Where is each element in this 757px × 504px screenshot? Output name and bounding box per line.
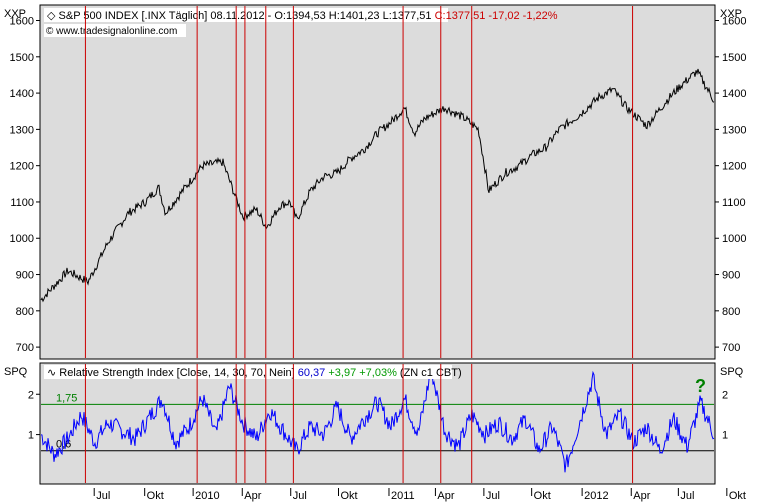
time-tick-label: Okt (147, 490, 164, 502)
price-header-box (44, 8, 448, 22)
price-panel: XXP XXP 700 700 800 800 900 900 1000 1000 1100 11… (4, 4, 747, 360)
rsi-header-symbol: (ZN c1 CBT) (400, 367, 462, 379)
price-tick-label-right: 800 (722, 306, 740, 318)
vertical-markers (84, 6, 634, 483)
time-tick-label: Jul (680, 490, 694, 502)
time-tick-label: Okt (534, 490, 551, 502)
price-tick-label-left: 800 (16, 306, 34, 318)
time-tick-label: Apr (244, 490, 261, 502)
price-tick-label-left: 700 (16, 342, 34, 354)
time-tick-label: Okt (729, 490, 746, 502)
price-tick-label-left: 1200 (10, 161, 34, 173)
time-axis: Jul Okt 2010 Apr Jul Okt 2011 Apr Jul Okt 2012 Apr J… (93, 488, 746, 502)
price-tick-label-left: 1000 (10, 233, 34, 245)
time-tick-label: Jul (293, 490, 307, 502)
price-tick-label-left: 1600 (10, 16, 34, 28)
time-tick-label: 2011 (391, 490, 415, 502)
rsi-header-box (44, 365, 452, 379)
time-tick-label: Jul (486, 490, 500, 502)
rsi-header-value: 60,37 (298, 367, 329, 379)
rsi-axis-ticks: 1 1 2 2 (28, 389, 728, 441)
rsi-tick-label-right: 2 (722, 389, 728, 401)
price-header-close: C:1377,51 -17,02 -1,22% (435, 10, 558, 22)
price-tick-label-left: 1300 (10, 124, 34, 136)
rsi-tick-label-right: 1 (722, 430, 728, 442)
price-tick-label-right: 1300 (722, 124, 746, 136)
price-series-line (40, 68, 715, 303)
question-mark-annotation: ? (695, 376, 706, 396)
rsi-panel: SPQ SPQ 1 12 2 1,75 0,6 ∿ Relative Strengt… (4, 362, 744, 485)
price-header: ◇ S&P 500 INDEX [.INX Täglich] 08.11.201… (47, 10, 558, 22)
copyright-text: © www.tradesignalonline.com (46, 26, 177, 37)
rsi-series-line (40, 366, 715, 473)
rsi-tick-label-left: 2 (28, 389, 34, 401)
time-tick-label: 2010 (195, 490, 219, 502)
price-tick-label-right: 1100 (722, 197, 746, 209)
price-tick-label-right: 1200 (722, 161, 746, 173)
rsi-header-main: Relative Strength Index [Close, 14, 30, … (59, 367, 297, 379)
price-tick-label-right: 1400 (722, 88, 746, 100)
price-tick-label-right: 1000 (722, 233, 746, 245)
price-tick-label-right: 1600 (722, 16, 746, 28)
price-panel-background (39, 4, 716, 360)
rsi-tick-label-left: 1 (28, 430, 34, 442)
copyright-box (44, 24, 186, 37)
rsi-header: ∿ Relative Strength Index [Close, 14, 30… (47, 367, 462, 379)
price-tick-label-left: 1100 (10, 197, 34, 209)
price-scale-label-right: XXP (720, 8, 742, 20)
price-header-main: S&P 500 INDEX [.INX Täglich] 08.11.2012 … (59, 10, 435, 22)
price-tick-label-left: 1500 (10, 52, 34, 64)
price-tick-label-right: 1500 (722, 52, 746, 64)
header-marker-icon: ◇ (47, 10, 59, 22)
time-tick-label: Apr (437, 490, 454, 502)
price-tick-label-left: 1400 (10, 88, 34, 100)
rsi-upper-level-label: 1,75 (56, 392, 77, 404)
time-tick-label: 2012 (584, 490, 608, 502)
time-tick-label: Okt (341, 490, 358, 502)
price-tick-label-right: 700 (722, 342, 740, 354)
rsi-scale-label-left: SPQ (4, 366, 28, 378)
price-tick-label-left: 900 (16, 270, 34, 282)
price-scale-label-left: XXP (4, 8, 26, 20)
rsi-header-change: +3,97 +7,03% (328, 367, 400, 379)
time-tick-label: Jul (96, 490, 110, 502)
time-tick-label: Apr (633, 490, 650, 502)
rsi-panel-background (39, 362, 716, 485)
rsi-scale-label-right: SPQ (720, 366, 744, 378)
rsi-header-icon: ∿ (47, 367, 59, 379)
price-axis-ticks: 700 700 800 800 900 900 1000 1000 1100 1100 1200 12… (10, 16, 747, 355)
price-tick-label-right: 900 (722, 270, 740, 282)
